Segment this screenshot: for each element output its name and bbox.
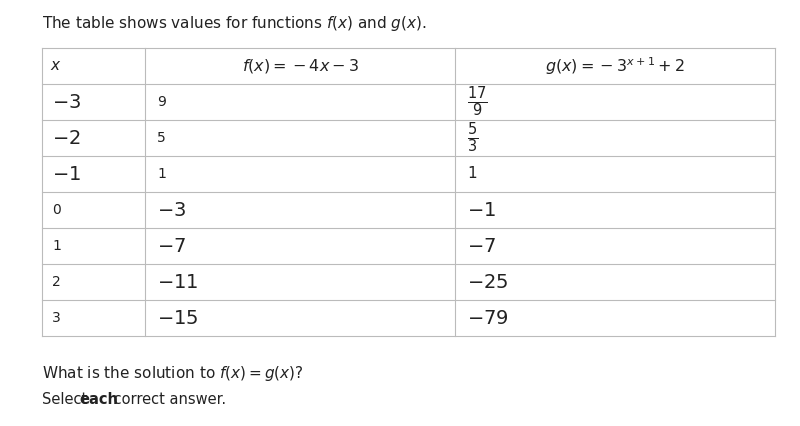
Text: 5: 5 — [157, 131, 166, 145]
Text: 1: 1 — [467, 167, 477, 181]
Text: 1: 1 — [157, 167, 166, 181]
Text: $x$: $x$ — [50, 58, 62, 74]
Text: $-15$: $-15$ — [157, 308, 198, 328]
Text: $-7$: $-7$ — [467, 236, 496, 256]
Text: What is the solution to $f(x) = g(x)$?: What is the solution to $f(x) = g(x)$? — [42, 364, 304, 383]
Text: $-11$: $-11$ — [157, 273, 198, 291]
Text: 2: 2 — [52, 275, 61, 289]
Text: correct answer.: correct answer. — [109, 392, 226, 407]
Text: $-7$: $-7$ — [157, 236, 186, 256]
Text: $-1$: $-1$ — [467, 201, 496, 219]
Text: 0: 0 — [52, 203, 61, 217]
Text: $-3$: $-3$ — [157, 201, 186, 219]
Text: 9: 9 — [157, 95, 166, 109]
Text: each: each — [79, 392, 118, 407]
Text: 3: 3 — [52, 311, 61, 325]
Text: 1: 1 — [52, 239, 61, 253]
Text: $-2$: $-2$ — [52, 129, 81, 147]
Text: The table shows values for functions $f(x)$ and $g(x)$.: The table shows values for functions $f(… — [42, 14, 426, 33]
Text: $-1$: $-1$ — [52, 164, 81, 184]
Text: $\frac{17}{9}$: $\frac{17}{9}$ — [467, 85, 487, 119]
Text: $-79$: $-79$ — [467, 308, 509, 328]
Text: $g(x) = -3^{x+1} + 2$: $g(x) = -3^{x+1} + 2$ — [545, 55, 685, 77]
Text: $\frac{5}{3}$: $\frac{5}{3}$ — [467, 121, 478, 155]
Text: $-3$: $-3$ — [52, 92, 81, 112]
Text: $f(x) = -4x - 3$: $f(x) = -4x - 3$ — [242, 57, 358, 75]
Text: Select: Select — [42, 392, 92, 407]
Text: $-25$: $-25$ — [467, 273, 509, 291]
